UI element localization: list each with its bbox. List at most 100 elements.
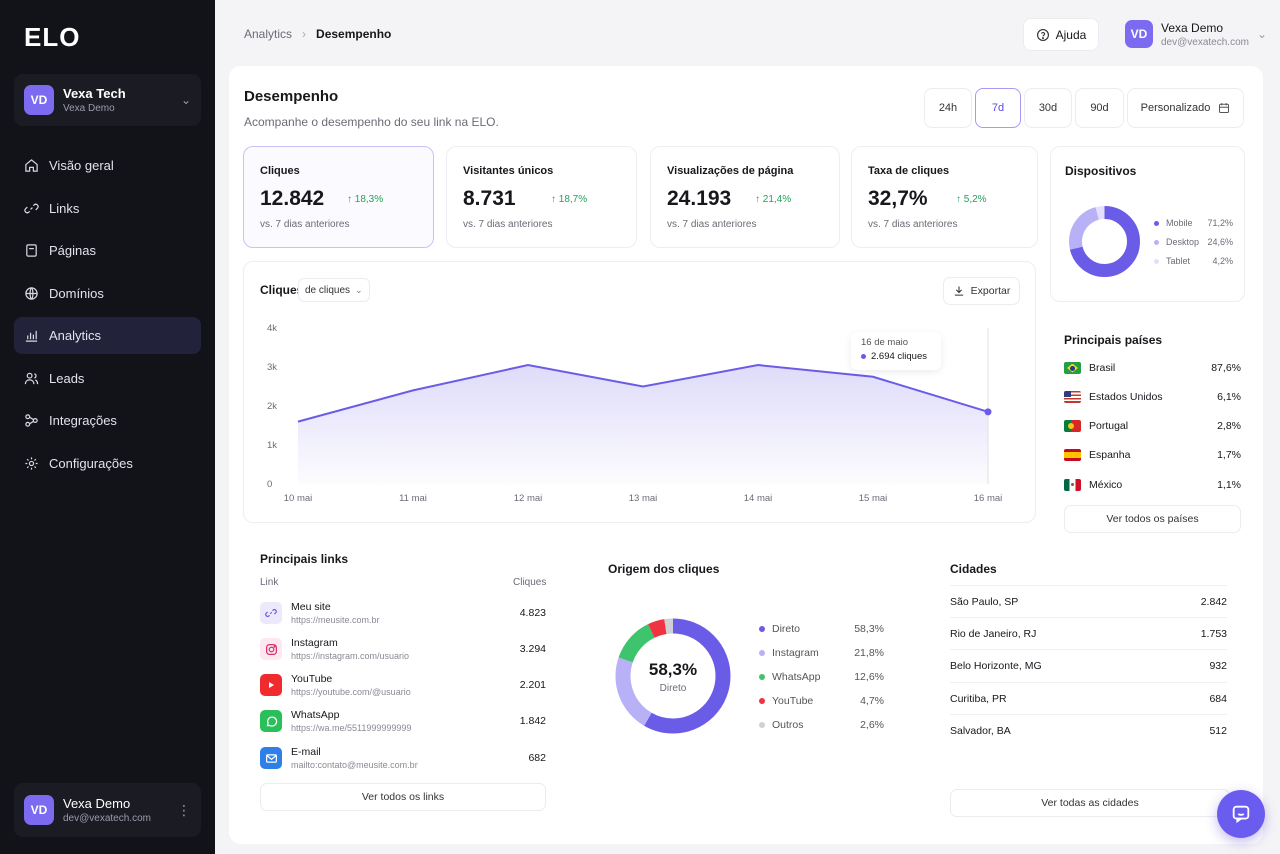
gear-icon — [25, 456, 38, 470]
top-links-title: Principais links — [260, 552, 349, 566]
sidebar-item-paginas[interactable]: Páginas — [14, 232, 201, 269]
range-24h-button[interactable]: 24h — [924, 88, 972, 128]
help-button[interactable]: Ajuda — [1023, 18, 1099, 51]
country-pct: 6,1% — [1217, 391, 1241, 403]
range-30d-button[interactable]: 30d — [1024, 88, 1072, 128]
donut-slice — [1069, 206, 1140, 277]
view-all-countries-button[interactable]: Ver todos os países — [1064, 505, 1241, 533]
x-tick-label: 16 mai — [974, 493, 1003, 504]
metric-dropdown[interactable]: de cliques ⌄ — [298, 278, 370, 302]
legend-value: 71,2% — [1207, 218, 1233, 228]
kpi-card-clicks[interactable]: Cliques 12.842 ↑ 18,3% vs. 7 dias anteri… — [243, 146, 434, 248]
workspace-avatar: VD — [24, 85, 54, 115]
y-tick-label: 0 — [267, 479, 272, 490]
city-name: Curitiba, PR — [950, 692, 1007, 705]
sidebar-item-label: Leads — [49, 370, 85, 386]
help-label: Ajuda — [1055, 27, 1087, 42]
link-row[interactable]: Instagram https://instagram.com/usuario 3… — [260, 634, 546, 664]
sidebar-item-links[interactable]: Links — [14, 190, 201, 227]
devices-donut-chart[interactable] — [1068, 205, 1141, 278]
chart-title: Cliques — [260, 283, 304, 297]
kpi-change: ↑ 5,2% — [956, 194, 987, 205]
flag-es-icon — [1064, 449, 1081, 461]
sidebar-item-analytics[interactable]: Analytics — [14, 317, 201, 354]
chevron-right-icon: › — [302, 27, 307, 41]
sidebar-item-configuracoes[interactable]: Configurações — [14, 445, 201, 482]
sidebar-user-card[interactable]: VD Vexa Demo dev@vexatech.com ⋮ — [14, 783, 201, 837]
legend-dot — [759, 722, 765, 728]
y-tick-label: 3k — [267, 362, 277, 373]
workspace-switcher[interactable]: VD Vexa Tech Vexa Demo ⌄ — [14, 74, 201, 126]
sidebar-item-label: Configurações — [49, 455, 133, 471]
app-logo: ELO — [24, 22, 81, 52]
page-subtitle: Acompanhe o desempenho do seu link na EL… — [244, 115, 499, 129]
breadcrumb-item-analytics[interactable]: Analytics — [244, 27, 293, 41]
kpi-card-page-views[interactable]: Visualizações de página 24.193 ↑ 21,4% v… — [650, 146, 840, 248]
sidebar-item-leads[interactable]: Leads — [14, 360, 201, 397]
more-vertical-icon[interactable]: ⋮ — [177, 801, 191, 818]
origin-legend-direto: Direto 58,3% — [759, 623, 884, 635]
clicks-area-chart[interactable]: 4k 3k 2k 1k 0 10 mai 11 mai 12 mai 13 mai 14 mai 1… — [243, 310, 1036, 515]
country-name: Estados Unidos — [1089, 391, 1163, 403]
link-url: https://instagram.com/usuario — [291, 651, 410, 661]
range-custom-button[interactable]: Personalizado — [1127, 88, 1244, 128]
integrations-icon — [25, 414, 38, 427]
page-title: Desempenho — [244, 88, 339, 105]
range-custom-label: Personalizado — [1140, 102, 1211, 114]
chevron-down-icon: ⌄ — [180, 93, 191, 107]
legend-dot — [759, 698, 765, 704]
view-all-cities-button[interactable]: Ver todas as cidades — [950, 789, 1230, 817]
download-icon — [954, 286, 963, 296]
kpi-change: ↑ 18,7% — [551, 194, 587, 205]
legend-value: 4,7% — [860, 695, 884, 707]
export-button[interactable]: Exportar — [943, 277, 1020, 305]
sidebar-item-integracoes[interactable]: Integrações — [14, 402, 201, 439]
user-menu[interactable]: VD Vexa Demo dev@vexatech.com ⌄ — [1125, 20, 1267, 48]
link-name: WhatsApp — [291, 709, 340, 721]
sidebar-item-label: Domínios — [49, 285, 104, 301]
legend-label: Tablet — [1166, 256, 1191, 266]
link-url: https://youtube.com/@usuario — [291, 687, 411, 697]
range-7d-button[interactable]: 7d — [975, 88, 1021, 128]
sidebar-item-label: Links — [49, 200, 80, 216]
kpi-value: 12.842 — [260, 187, 325, 210]
link-row[interactable]: Meu site https://meusite.com.br 4.823 — [260, 598, 546, 628]
x-tick-label: 12 mai — [514, 493, 543, 504]
legend-dot — [759, 674, 765, 680]
link-row[interactable]: WhatsApp https://wa.me/5511999999999 1.84… — [260, 706, 546, 736]
arrow-up-icon: ↑ — [347, 194, 355, 205]
sidebar: ELO VD Vexa Tech Vexa Demo ⌄ Visão geral… — [0, 0, 215, 854]
donut-slice — [615, 618, 731, 734]
export-label: Exportar — [970, 285, 1011, 297]
chat-fab-button[interactable] — [1217, 790, 1265, 838]
sidebar-item-dominios[interactable]: Domínios — [14, 275, 201, 312]
kpi-change-value: 21,4% — [762, 194, 792, 205]
link-clicks: 3.294 — [519, 643, 546, 655]
link-row[interactable]: E-mail mailto:contato@meusite.com.br 682 — [260, 743, 546, 773]
kpi-card-unique-visitors[interactable]: Visitantes únicos 8.731 ↑ 18,7% vs. 7 di… — [446, 146, 637, 248]
home-icon — [25, 159, 38, 172]
device-legend-mobile: Mobile 71,2% — [1154, 218, 1233, 228]
legend-label: Outros — [772, 719, 804, 731]
legend-value: 2,6% — [860, 719, 884, 731]
device-legend-tablet: Tablet 4,2% — [1154, 256, 1233, 266]
country-row-portugal: Portugal 2,8% — [1064, 420, 1241, 432]
kpi-card-ctr[interactable]: Taxa de cliques 32,7% ↑ 5,2% vs. 7 dias … — [851, 146, 1038, 248]
user-name: Vexa Demo — [1161, 20, 1224, 35]
origin-card — [579, 545, 916, 835]
city-count: 684 — [1209, 692, 1227, 705]
origin-legend-whatsapp: WhatsApp 12,6% — [759, 671, 884, 683]
legend-value: 12,6% — [854, 671, 884, 683]
view-all-links-button[interactable]: Ver todos os links — [260, 783, 546, 811]
country-row-mexico: México 1,1% — [1064, 479, 1241, 491]
arrow-up-icon: ↑ — [755, 194, 763, 205]
kpi-change-value: 18,3% — [354, 194, 384, 205]
sidebar-item-visao-geral[interactable]: Visão geral — [14, 147, 201, 184]
origin-legend-youtube: YouTube 4,7% — [759, 695, 884, 707]
origin-donut-chart[interactable] — [614, 617, 732, 735]
range-90d-button[interactable]: 90d — [1075, 88, 1124, 128]
link-row[interactable]: YouTube https://youtube.com/@usuario 2.20… — [260, 670, 546, 700]
legend-label: Desktop — [1166, 237, 1200, 247]
chevron-down-icon: ⌄ — [355, 284, 363, 295]
device-legend-desktop: Desktop 24,6% — [1154, 237, 1233, 247]
